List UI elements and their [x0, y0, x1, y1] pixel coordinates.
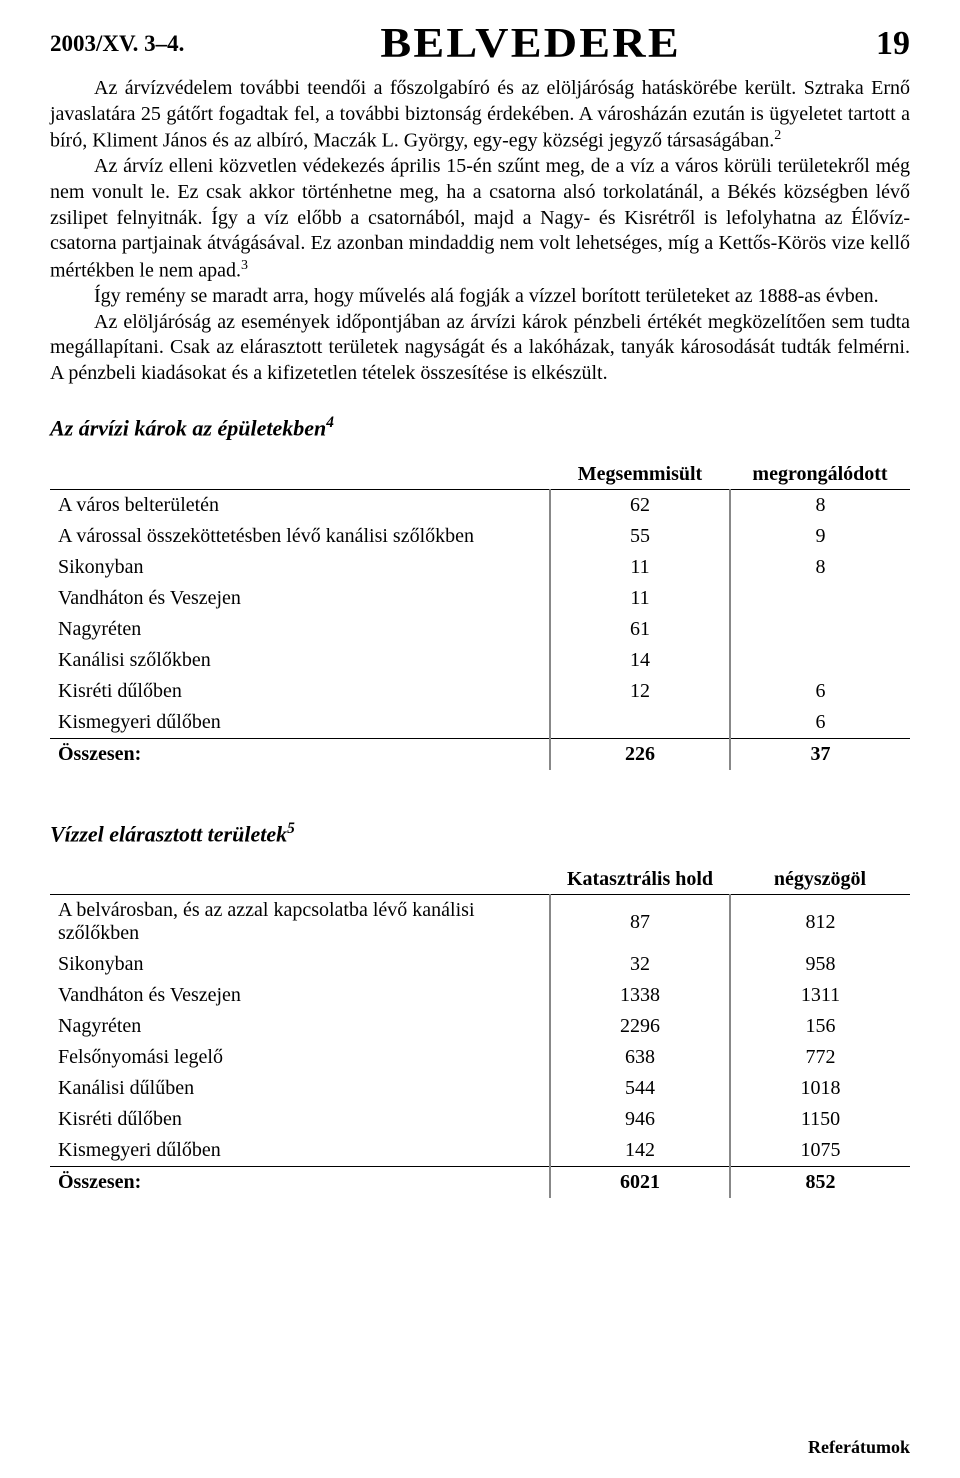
- table-cell: 61: [550, 614, 730, 645]
- table-cell: 6: [730, 676, 910, 707]
- table-header-row: Megsemmisült megrongálódott: [50, 460, 910, 490]
- table-cell: [730, 614, 910, 645]
- table-cell: [730, 583, 910, 614]
- table2-title: Vízzel elárasztott területek5: [50, 820, 910, 847]
- table-cell: 156: [730, 1011, 910, 1042]
- table-cell: 946: [550, 1104, 730, 1135]
- table-cell: 226: [550, 738, 730, 770]
- table1-title: Az árvízi károk az épületekben4: [50, 414, 910, 441]
- col-header: négyszögöl: [730, 865, 910, 895]
- table-total-row: Összesen:22637: [50, 738, 910, 770]
- table-cell: 1150: [730, 1104, 910, 1135]
- table-cell: Kismegyeri dűlőben: [50, 1135, 550, 1167]
- table-row: Vandháton és Veszejen13381311: [50, 980, 910, 1011]
- table-cell: 958: [730, 949, 910, 980]
- table-row: Kismegyeri dűlőben1421075: [50, 1135, 910, 1167]
- table-cell: 14: [550, 645, 730, 676]
- table-row: Sikonyban32958: [50, 949, 910, 980]
- table-cell: 9: [730, 521, 910, 552]
- table-cell: 1311: [730, 980, 910, 1011]
- paragraph-2: Az árvíz elleni közvetlen védekezés ápri…: [50, 154, 910, 284]
- masthead-title: BELVEDERE: [380, 20, 681, 68]
- damage-table: Megsemmisült megrongálódott A város belt…: [50, 460, 910, 770]
- flooded-areas-table: Katasztrális hold négyszögöl A belvárosb…: [50, 865, 910, 1198]
- table-cell: 772: [730, 1042, 910, 1073]
- page-header: 2003/XV. 3–4. BELVEDERE 19: [50, 20, 910, 68]
- table-cell: Kanálisi szőlőkben: [50, 645, 550, 676]
- table-cell: [730, 645, 910, 676]
- table-cell: Sikonyban: [50, 949, 550, 980]
- table-cell: 32: [550, 949, 730, 980]
- table-cell: A várossal összeköttetésben lévő kanális…: [50, 521, 550, 552]
- table-cell: Kisréti dűlőben: [50, 1104, 550, 1135]
- col-header: Katasztrális hold: [550, 865, 730, 895]
- table-total-row: Összesen:6021852: [50, 1167, 910, 1199]
- footer-label: Referátumok: [808, 1437, 910, 1458]
- table-cell: 544: [550, 1073, 730, 1104]
- table-cell: Nagyréten: [50, 1011, 550, 1042]
- table-cell: Kismegyeri dűlőben: [50, 707, 550, 739]
- table-cell: 11: [550, 552, 730, 583]
- table-cell: A belvárosban, és az azzal kapcsolatba l…: [50, 895, 550, 950]
- table-cell: 638: [550, 1042, 730, 1073]
- table-cell: 812: [730, 895, 910, 950]
- table-row: Nagyréten2296156: [50, 1011, 910, 1042]
- body-text: Az árvízvédelem további teendői a főszol…: [50, 76, 910, 386]
- table-row: A belvárosban, és az azzal kapcsolatba l…: [50, 895, 910, 950]
- table-row: Kismegyeri dűlőben 6: [50, 707, 910, 739]
- table-cell: 1075: [730, 1135, 910, 1167]
- table-cell: 1338: [550, 980, 730, 1011]
- table-cell: 37: [730, 738, 910, 770]
- table-cell: Összesen:: [50, 738, 550, 770]
- page-number: 19: [876, 25, 910, 63]
- issue-label: 2003/XV. 3–4.: [50, 31, 184, 57]
- table-cell: 6: [730, 707, 910, 739]
- col-header: [50, 460, 550, 490]
- table-cell: Vandháton és Veszejen: [50, 583, 550, 614]
- table-cell: 55: [550, 521, 730, 552]
- paragraph-3: Így remény se maradt arra, hogy művelés …: [50, 284, 910, 310]
- col-header: Megsemmisült: [550, 460, 730, 490]
- table-cell: 8: [730, 552, 910, 583]
- table-cell: Kanálisi dűlűben: [50, 1073, 550, 1104]
- paragraph-1: Az árvízvédelem további teendői a főszol…: [50, 76, 910, 154]
- table-cell: 6021: [550, 1167, 730, 1199]
- col-header: [50, 865, 550, 895]
- table-cell: [550, 707, 730, 739]
- table-row: A város belterületén628: [50, 489, 910, 521]
- paragraph-4: Az elöljáróság az események időpontjában…: [50, 310, 910, 387]
- table-row: Sikonyban118: [50, 552, 910, 583]
- table-cell: 62: [550, 489, 730, 521]
- table-cell: 12: [550, 676, 730, 707]
- table-cell: 8: [730, 489, 910, 521]
- table-row: Nagyréten61: [50, 614, 910, 645]
- table-row: Vandháton és Veszejen11: [50, 583, 910, 614]
- table-cell: Vandháton és Veszejen: [50, 980, 550, 1011]
- table-row: Kisréti dűlőben9461150: [50, 1104, 910, 1135]
- table-cell: 1018: [730, 1073, 910, 1104]
- table-row: Kisréti dűlőben126: [50, 676, 910, 707]
- table-cell: A város belterületén: [50, 489, 550, 521]
- table-row: A várossal összeköttetésben lévő kanális…: [50, 521, 910, 552]
- table-cell: Összesen:: [50, 1167, 550, 1199]
- table-cell: 852: [730, 1167, 910, 1199]
- table-row: Felsőnyomási legelő638772: [50, 1042, 910, 1073]
- table-cell: Kisréti dűlőben: [50, 676, 550, 707]
- table-cell: Nagyréten: [50, 614, 550, 645]
- table-cell: 2296: [550, 1011, 730, 1042]
- table-row: Kanálisi szőlőkben14: [50, 645, 910, 676]
- table-cell: Sikonyban: [50, 552, 550, 583]
- table-cell: Felsőnyomási legelő: [50, 1042, 550, 1073]
- col-header: megrongálódott: [730, 460, 910, 490]
- table-cell: 87: [550, 895, 730, 950]
- table-header-row: Katasztrális hold négyszögöl: [50, 865, 910, 895]
- table-cell: 11: [550, 583, 730, 614]
- table-cell: 142: [550, 1135, 730, 1167]
- table-row: Kanálisi dűlűben5441018: [50, 1073, 910, 1104]
